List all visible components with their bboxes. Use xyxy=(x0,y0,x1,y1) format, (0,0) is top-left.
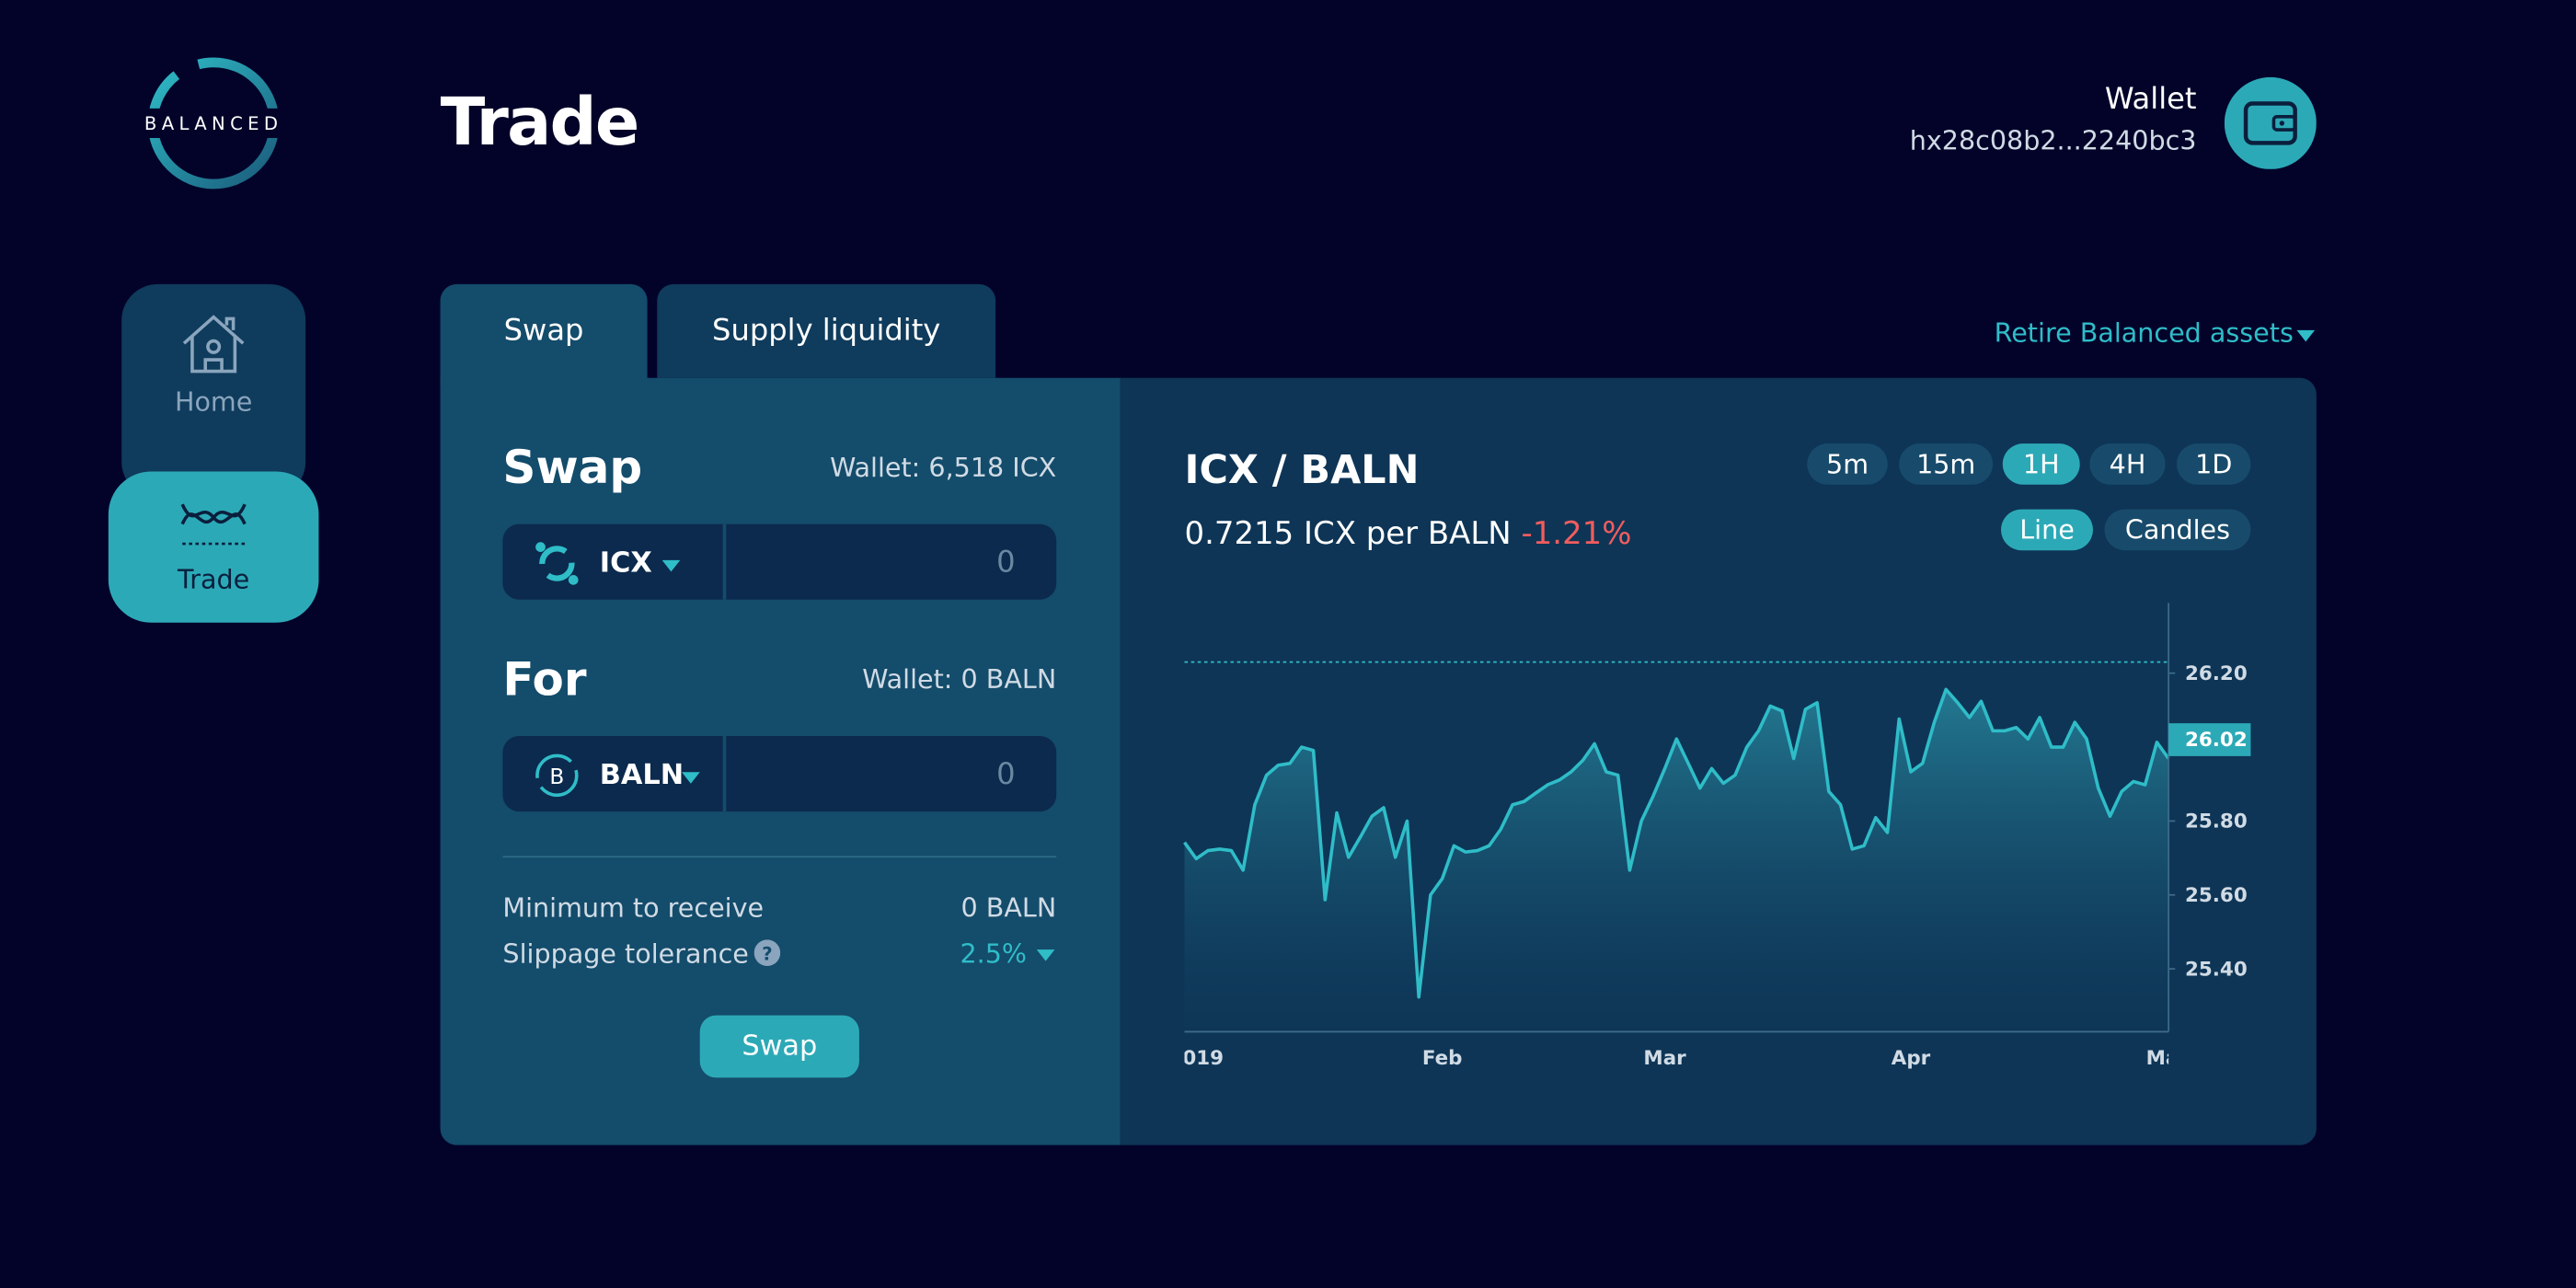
price-line: 0.7215 ICX per BALN -1.21% xyxy=(1184,516,1631,552)
y-tick-label: 25.80 xyxy=(2185,811,2248,834)
trade-icon xyxy=(180,503,247,546)
nav-label: Home xyxy=(174,385,253,418)
tab-active[interactable]: Swap xyxy=(440,283,648,386)
amount[interactable]: 0 xyxy=(996,757,1016,792)
last-price-tag xyxy=(2168,723,2251,756)
svg-text:?: ? xyxy=(762,944,772,965)
x-tick-label: Feb xyxy=(1422,1047,1463,1070)
amount[interactable]: 0 xyxy=(996,545,1016,581)
svg-text:B: B xyxy=(549,765,564,789)
y-tick-label: 26.20 xyxy=(2185,662,2248,685)
y-tick-label: 25.40 xyxy=(2185,958,2248,981)
interval[interactable]: 1D xyxy=(2177,443,2251,485)
swap-title: Swap xyxy=(502,440,643,495)
pair: ICX / BALN xyxy=(1184,446,1420,493)
dropdown-arrow xyxy=(2296,329,2316,342)
nav-home[interactable]: Home xyxy=(121,283,306,499)
price-chart: 25.40 25.60 25.80 26.20 26.02 2019 Feb Mar Apr Ma… xyxy=(1168,603,2251,1070)
help-icon[interactable]: ? xyxy=(753,939,781,966)
min-value: 0 BALN xyxy=(960,891,1057,924)
chart-type-active[interactable]: Line xyxy=(2000,509,2093,551)
dropdown-arrow xyxy=(1036,949,1055,961)
price-area xyxy=(1184,689,2169,1032)
x-labels: 2019 Feb Mar Apr May xyxy=(1168,1047,2191,1070)
slippage-label: Slippage tolerance xyxy=(502,937,749,970)
icx-icon xyxy=(535,542,579,585)
divider xyxy=(722,523,727,600)
wallet-balance: Wallet: 0 BALN xyxy=(862,663,1057,696)
interval-active[interactable]: 1H xyxy=(2002,443,2080,485)
brand: BALANCED xyxy=(144,113,282,134)
logo: BALANCED xyxy=(118,57,309,190)
price-line xyxy=(1183,687,2170,999)
nav-trade[interactable]: Trade xyxy=(108,471,319,623)
baln-icon: B xyxy=(535,753,579,798)
x-tick-label: Mar xyxy=(1643,1047,1686,1070)
min-label: Minimum to receive xyxy=(502,891,765,924)
wallet-button[interactable] xyxy=(2224,76,2317,169)
interval[interactable]: 5m xyxy=(1807,443,1888,485)
wallet-label: Wallet xyxy=(2104,82,2197,117)
dropdown-arrow xyxy=(661,559,681,572)
tab[interactable]: Supply liquidity xyxy=(657,283,996,378)
wallet-balance: Wallet: 6,518 ICX xyxy=(830,452,1057,483)
x-tick-label: May xyxy=(2146,1047,2191,1070)
wallet-address: hx28c08b2...2240bc3 xyxy=(1909,124,2197,156)
input-to[interactable] xyxy=(502,735,1057,812)
swap-button[interactable]: Swap xyxy=(699,1015,859,1078)
interval[interactable]: 4H xyxy=(2089,443,2166,485)
x-tick-label: Apr xyxy=(1892,1047,1931,1070)
price: 0.7215 ICX per BALN xyxy=(1184,515,1512,552)
for-title: For xyxy=(502,651,587,707)
separator xyxy=(502,856,1057,858)
chart-type[interactable]: Candles xyxy=(2104,509,2251,551)
token[interactable]: ICX xyxy=(599,546,652,581)
price-change: -1.21% xyxy=(1521,515,1632,552)
last-price-label: 26.02 xyxy=(2185,729,2248,752)
y-tick-label: 25.60 xyxy=(2185,884,2248,907)
input-from[interactable] xyxy=(502,523,1057,600)
dropdown-arrow xyxy=(682,772,700,784)
slippage-value[interactable]: 2.5% xyxy=(960,937,1028,970)
home-icon xyxy=(182,315,245,374)
page-title: Trade xyxy=(440,85,640,161)
token[interactable]: BALN xyxy=(599,758,684,792)
interval[interactable]: 15m xyxy=(1899,443,1994,485)
retire-link[interactable]: Retire Balanced assets xyxy=(1994,316,2294,349)
nav-label: Trade xyxy=(178,563,250,595)
x-tick-label: 2019 xyxy=(1168,1047,1224,1070)
divider xyxy=(722,735,727,812)
